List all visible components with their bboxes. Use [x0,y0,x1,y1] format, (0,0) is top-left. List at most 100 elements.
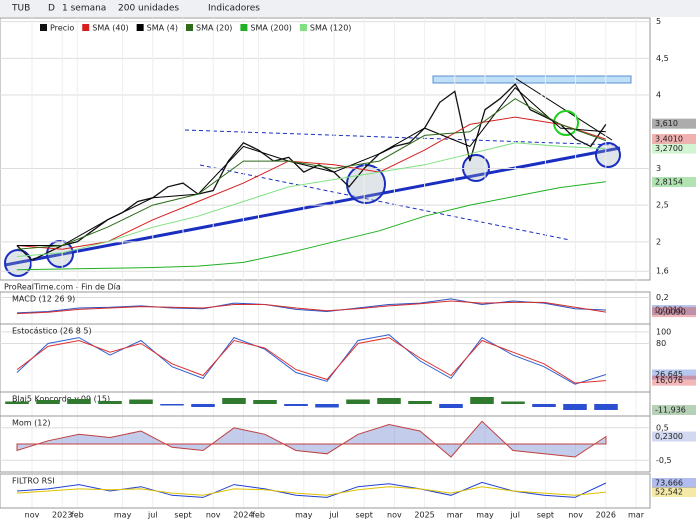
panel [0,473,651,509]
value-label: 3,4010 [655,135,683,144]
x-tick-label: feb [252,511,265,520]
value-label: 26,645 [655,370,683,379]
y-tick-label: 100 [656,327,671,336]
bar [346,399,370,404]
x-tick-label: may [114,511,132,520]
x-tick-label: 2024 [233,511,253,520]
area [16,420,607,458]
panel-title: Estocástico (26 8 5) [12,327,92,336]
bar [98,401,122,404]
symbol[interactable]: TUB [11,4,30,14]
x-tick-label: jul [509,511,520,520]
value-marker [652,487,696,498]
x-tick-label: sept [174,511,191,520]
line [16,142,606,257]
legend-label: SMA (120) [310,24,352,33]
units[interactable]: 200 unidades [118,4,179,14]
value-label: 16,076 [655,376,683,385]
line [16,334,607,385]
value-marker [652,134,696,145]
value-label: 3,610 [655,119,678,128]
value-marker [652,307,696,318]
bar [439,404,463,408]
bar [377,398,401,404]
y-tick-label: 0,5 [656,423,669,432]
legend-label: SMA (4) [147,24,178,33]
bar [408,401,432,404]
panel-title: Blai5 Koncorde v.09 (15) [12,395,110,404]
line [16,86,606,246]
value-marker [652,369,696,380]
value-marker [652,375,696,386]
value-label: -0,0090 [655,308,686,317]
bar [191,404,215,407]
bar [284,404,308,406]
legend-label: Precio [50,24,74,33]
x-tick-label: nov [387,511,402,520]
value-marker [652,143,696,154]
bar [594,404,618,410]
legend-label: SMA (200) [250,24,292,33]
legend-swatch [82,24,90,31]
y-tick-label: 2,5 [656,201,669,210]
y-tick-label: 1,6 [656,267,669,276]
line [16,83,607,261]
panel-title: MACD (12 26 9) [12,295,75,304]
panel [0,415,651,473]
legend-swatch [136,24,144,31]
period[interactable]: 1 semana [62,4,106,14]
y-tick-label: 3 [656,164,661,173]
value-label: 73,666 [655,479,683,488]
bar [129,399,153,404]
x-tick-label: jul [147,511,158,520]
x-tick-label: jul [328,511,339,520]
panel [0,323,651,393]
x-tick-label: may [295,511,313,520]
panel-title: Mom (12) [12,419,51,428]
legend-label: SMA (40) [92,24,128,33]
x-tick-label: sept [537,511,554,520]
bar [67,399,91,404]
value-label: 0,2300 [655,432,683,441]
y-tick-label: 5 [656,17,661,26]
y-tick-label: 80 [656,339,666,348]
x-tick-label: may [476,511,494,520]
bar [501,401,525,404]
bar [5,401,29,404]
line [16,481,607,498]
bar [253,400,277,404]
line [16,300,607,315]
y-tick-label: 0,2 [656,293,669,302]
indicators[interactable]: Indicadores [208,4,260,14]
mode[interactable]: D [48,4,55,14]
value-label: 3,2700 [655,144,683,153]
value-marker [652,176,696,187]
value-label: 0,0210 [655,306,683,315]
toolbar [0,0,700,17]
x-tick-label: nov [25,511,40,520]
x-tick-label: feb [71,511,84,520]
panel-title: FILTRO RSI [12,477,55,486]
x-tick-label: mar [628,511,645,520]
y-tick-label: 2 [656,237,661,246]
x-tick-label: 2026 [596,511,616,520]
value-label: -11,936 [655,405,686,414]
value-marker [652,478,696,489]
value-marker [652,431,696,442]
legend-swatch [299,24,307,31]
bar [532,404,556,407]
x-tick-label: 2025 [414,511,434,520]
legend-label: SMA (20) [196,24,232,33]
x-tick-label: nov [568,511,583,520]
y-tick-label: 4,5 [656,54,669,63]
legend-swatch [240,24,248,31]
x-tick-label: 2023 [52,511,72,520]
x-tick-label: sept [356,511,373,520]
bar [160,404,184,406]
value-marker [652,118,696,129]
value-marker [652,305,696,316]
value-label: 52,542 [655,488,683,497]
bar [563,404,587,410]
value-marker [652,404,696,415]
